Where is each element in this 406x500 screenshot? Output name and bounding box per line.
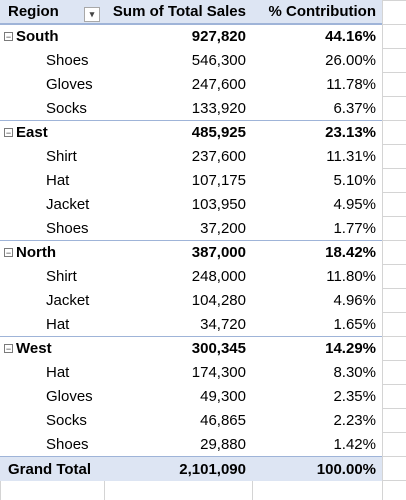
item-sales: 237,600 bbox=[191, 147, 246, 165]
item-pct: 1.42% bbox=[333, 435, 376, 453]
item-row[interactable]: Hat 174,300 8.30% bbox=[0, 360, 382, 384]
item-sales: 104,280 bbox=[191, 291, 246, 309]
item-name: Hat bbox=[46, 315, 70, 333]
filter-dropdown-icon[interactable]: ▾ bbox=[84, 7, 100, 22]
item-row[interactable]: Shoes 37,200 1.77% bbox=[0, 216, 382, 240]
region-header-cell[interactable]: Region ▾ bbox=[0, 3, 104, 22]
item-row[interactable]: Shoes 546,300 26.00% bbox=[0, 48, 382, 72]
item-name: Socks bbox=[46, 411, 87, 429]
grand-total-label: Grand Total bbox=[8, 460, 92, 478]
item-name: Gloves bbox=[46, 75, 93, 93]
region-name-cell[interactable]: − North bbox=[0, 244, 104, 261]
item-sales: 103,950 bbox=[191, 195, 246, 213]
item-row[interactable]: Shirt 248,000 11.80% bbox=[0, 264, 382, 288]
region-name-cell[interactable]: − East bbox=[0, 124, 104, 141]
sales-header-label[interactable]: Sum of Total Sales bbox=[112, 3, 246, 20]
item-name: Shoes bbox=[46, 435, 89, 453]
item-row[interactable]: Gloves 247,600 11.78% bbox=[0, 72, 382, 96]
region-name-label: West bbox=[16, 340, 52, 357]
item-sales: 46,865 bbox=[200, 411, 246, 429]
region-name-label: East bbox=[16, 124, 48, 141]
item-pct: 8.30% bbox=[333, 363, 376, 381]
region-header-label: Region bbox=[8, 3, 59, 20]
item-pct: 5.10% bbox=[333, 171, 376, 189]
region-total-pct: 18.42% bbox=[325, 244, 376, 261]
item-name: Hat bbox=[46, 171, 70, 189]
region-total-pct: 14.29% bbox=[325, 340, 376, 357]
item-row[interactable]: Gloves 49,300 2.35% bbox=[0, 384, 382, 408]
grand-total-pct: 100.00% bbox=[316, 460, 376, 478]
grand-total-row[interactable]: Grand Total 2,101,090 100.00% bbox=[0, 456, 382, 481]
region-total-sales: 387,000 bbox=[191, 244, 246, 261]
item-name: Shoes bbox=[46, 51, 89, 69]
collapse-icon[interactable]: − bbox=[4, 344, 13, 354]
item-sales: 247,600 bbox=[191, 75, 246, 93]
region-row[interactable]: − West 300,345 14.29% bbox=[0, 336, 382, 360]
item-row[interactable]: Jacket 104,280 4.96% bbox=[0, 288, 382, 312]
item-sales: 49,300 bbox=[200, 387, 246, 405]
item-name: Shirt bbox=[46, 147, 77, 165]
item-row[interactable]: Jacket 103,950 4.95% bbox=[0, 192, 382, 216]
item-pct: 11.78% bbox=[326, 75, 376, 93]
item-pct: 4.96% bbox=[333, 291, 376, 309]
pivot-body: − South 927,820 44.16% Shoes 546,300 26.00% Glo… bbox=[0, 24, 382, 456]
item-name: Hat bbox=[46, 363, 70, 381]
pct-header-label[interactable]: % Contribution bbox=[268, 3, 376, 20]
region-total-pct: 44.16% bbox=[325, 28, 376, 45]
item-pct: 2.35% bbox=[333, 387, 376, 405]
item-sales: 174,300 bbox=[191, 363, 246, 381]
item-row[interactable]: Shoes 29,880 1.42% bbox=[0, 432, 382, 456]
item-name: Shirt bbox=[46, 267, 77, 285]
item-sales: 133,920 bbox=[191, 99, 246, 117]
region-total-sales: 485,925 bbox=[191, 124, 246, 141]
item-pct: 26.00% bbox=[325, 51, 376, 69]
item-pct: 11.80% bbox=[326, 267, 376, 285]
pivot-table: Region ▾ Sum of Total Sales % Contributi… bbox=[0, 0, 382, 481]
item-row[interactable]: Shirt 237,600 11.31% bbox=[0, 144, 382, 168]
item-row[interactable]: Socks 133,920 6.37% bbox=[0, 96, 382, 120]
region-row[interactable]: − East 485,925 23.13% bbox=[0, 120, 382, 144]
region-total-sales: 927,820 bbox=[191, 28, 246, 45]
item-pct: 1.77% bbox=[333, 219, 376, 237]
item-name: Gloves bbox=[46, 387, 93, 405]
item-pct: 2.23% bbox=[333, 411, 376, 429]
column-divider bbox=[382, 0, 383, 500]
item-sales: 37,200 bbox=[200, 219, 246, 237]
item-name: Jacket bbox=[46, 195, 90, 213]
item-pct: 1.65% bbox=[333, 315, 376, 333]
item-sales: 34,720 bbox=[200, 315, 246, 333]
region-name-cell[interactable]: − South bbox=[0, 28, 104, 45]
region-total-sales: 300,345 bbox=[191, 340, 246, 357]
grand-total-sales: 2,101,090 bbox=[179, 460, 246, 478]
region-row[interactable]: − South 927,820 44.16% bbox=[0, 24, 382, 48]
region-name-cell[interactable]: − West bbox=[0, 340, 104, 357]
item-name: Socks bbox=[46, 99, 87, 117]
region-name-label: North bbox=[16, 244, 56, 261]
region-name-label: South bbox=[16, 28, 59, 45]
item-sales: 248,000 bbox=[191, 267, 246, 285]
pivot-header-row: Region ▾ Sum of Total Sales % Contributi… bbox=[0, 0, 382, 24]
region-total-pct: 23.13% bbox=[325, 124, 376, 141]
collapse-icon[interactable]: − bbox=[4, 248, 13, 258]
item-sales: 546,300 bbox=[191, 51, 246, 69]
item-name: Shoes bbox=[46, 219, 89, 237]
item-row[interactable]: Hat 34,720 1.65% bbox=[0, 312, 382, 336]
item-pct: 4.95% bbox=[333, 195, 376, 213]
item-pct: 6.37% bbox=[333, 99, 376, 117]
item-row[interactable]: Socks 46,865 2.23% bbox=[0, 408, 382, 432]
region-row[interactable]: − North 387,000 18.42% bbox=[0, 240, 382, 264]
item-sales: 107,175 bbox=[191, 171, 246, 189]
item-pct: 11.31% bbox=[326, 147, 376, 165]
item-name: Jacket bbox=[46, 291, 90, 309]
item-sales: 29,880 bbox=[200, 435, 246, 453]
collapse-icon[interactable]: − bbox=[4, 32, 13, 42]
collapse-icon[interactable]: − bbox=[4, 128, 13, 138]
item-row[interactable]: Hat 107,175 5.10% bbox=[0, 168, 382, 192]
